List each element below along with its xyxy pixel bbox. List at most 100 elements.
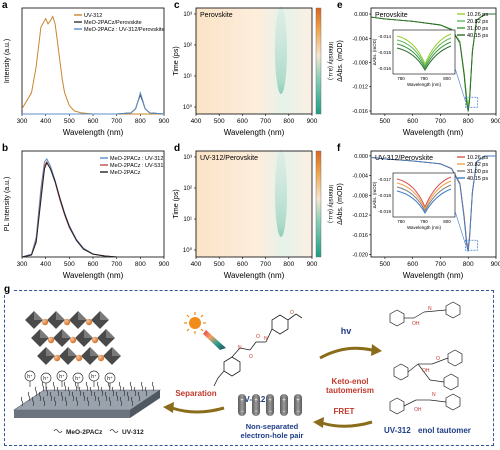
sam-molecule bbox=[75, 396, 79, 407]
a-site-cation bbox=[85, 318, 93, 326]
separation-label: Separation bbox=[175, 389, 216, 398]
a-site-cation bbox=[47, 336, 55, 344]
panel-g-frame bbox=[4, 290, 494, 446]
x-tick-label: 800 bbox=[463, 261, 474, 268]
y-tick-label: 10² bbox=[183, 186, 192, 192]
colorbar-c-label: Intensity (a.u.) bbox=[327, 42, 333, 80]
heatmap-d-band bbox=[275, 149, 287, 237]
exciton-pill bbox=[252, 394, 260, 416]
pill-plus: + bbox=[240, 398, 244, 404]
x-tick-label: 600 bbox=[237, 261, 248, 268]
chart-a-xlabel: Wavelength (nm) bbox=[63, 128, 124, 137]
legend-label-0: 10.26 ps bbox=[467, 12, 488, 18]
legend-meo-label: MeO-2PACz bbox=[66, 429, 103, 436]
legend-label-1: MeO-2PACz/Perovskite bbox=[84, 20, 142, 26]
enol-n-1: N bbox=[428, 306, 432, 312]
sam-molecule bbox=[38, 391, 42, 402]
heatmap-d-title: UV-312/Perovskite bbox=[200, 155, 258, 162]
x-tick-label: 800 bbox=[283, 118, 294, 125]
chart-a: 300 400 500 600 700 800 900 UV-312MeO-2PACz/Pe… bbox=[4, 7, 170, 137]
x-tick-label: 600 bbox=[407, 118, 418, 125]
enol-oh-3: OH bbox=[414, 407, 422, 413]
sam-molecule bbox=[49, 391, 53, 402]
series-line-2 bbox=[22, 91, 165, 115]
heatmap-c-xlabel: Wavelength (nm) bbox=[224, 128, 285, 137]
pill-minus: − bbox=[240, 409, 244, 415]
sam-molecule bbox=[108, 396, 112, 407]
x-tick-label: 500 bbox=[64, 118, 75, 125]
legend-label-1: 20.82 ps bbox=[467, 19, 488, 25]
x-tick-label: 400 bbox=[191, 261, 202, 268]
sam-molecule bbox=[151, 381, 155, 392]
perovskite-lattice bbox=[24, 310, 122, 366]
y-tick-label: 0.000 bbox=[354, 12, 368, 18]
colorbar-d bbox=[315, 150, 322, 258]
inset-series-3 bbox=[396, 45, 452, 72]
x-tick-label: 900 bbox=[307, 261, 318, 268]
x-tick-label: 700 bbox=[435, 261, 446, 268]
panel-f: f 0.000 -0.004 -0.008 -0.012 -0.016 -0.020 50… bbox=[335, 143, 500, 283]
legend-label-2: MeO-2PACz : UV-312/Perovskite bbox=[84, 27, 165, 33]
inset-y-tick-label: -0.016 bbox=[378, 66, 391, 71]
chart-b-xlabel: Wavelength (nm) bbox=[63, 271, 124, 280]
octahedron-face bbox=[46, 347, 55, 356]
sam-molecule bbox=[140, 381, 144, 392]
chart-b: 300 400 500 600 700 800 900 MeO-2PACz : UV-312… bbox=[4, 150, 170, 280]
inset-x-tick-label: 780 bbox=[397, 219, 405, 224]
pill-minus: − bbox=[268, 409, 272, 415]
panel-label-e: e bbox=[337, 0, 343, 11]
sam-molecule bbox=[67, 386, 71, 397]
inset-series-1 bbox=[396, 37, 452, 68]
inset-x-tick-label: 800 bbox=[443, 76, 451, 81]
chart-a-ylabel: Intensity (a.u.) bbox=[4, 39, 11, 83]
y-tick-label: -0.016 bbox=[352, 233, 368, 239]
tautomer-rest-label: enol tautomer bbox=[418, 426, 471, 435]
legend-label-1: MeO-2PACz : UV-531 bbox=[110, 163, 163, 169]
pill-minus: − bbox=[282, 409, 286, 415]
uv312-n1: N bbox=[238, 345, 242, 351]
octahedron-face bbox=[90, 347, 99, 356]
x-tick-label: 700 bbox=[260, 118, 271, 125]
y-tick-label: 10³ bbox=[183, 12, 192, 18]
panel-a: a 300 400 500 600 700 800 900 UV-312 MeO-2PACz/… bbox=[0, 0, 170, 140]
inset-pointer bbox=[454, 210, 466, 245]
uv312-n2: N bbox=[264, 336, 268, 342]
sam-molecule bbox=[133, 386, 137, 397]
series-line-2 bbox=[21, 161, 117, 258]
inset-y-tick-label: -0.015 bbox=[378, 50, 391, 55]
enol-oh-1: OH bbox=[412, 321, 420, 327]
hv-arrow bbox=[319, 346, 373, 360]
sam-molecule bbox=[119, 396, 123, 407]
sam-molecule bbox=[45, 386, 49, 397]
sam-molecule bbox=[104, 391, 108, 402]
octahedron-face bbox=[106, 329, 115, 338]
inset-y-tick-label: -0.018 bbox=[378, 193, 391, 198]
x-tick-label: 500 bbox=[214, 261, 225, 268]
x-tick-label: 700 bbox=[111, 261, 122, 268]
a-site-cation bbox=[63, 318, 71, 326]
heatmap-d-area bbox=[196, 151, 312, 257]
x-tick-label: 600 bbox=[88, 261, 99, 268]
x-tick-label: 800 bbox=[463, 118, 474, 125]
heatmap-c-band bbox=[275, 6, 287, 94]
inset-x-tick-label: 790 bbox=[420, 76, 428, 81]
sam-molecule bbox=[118, 381, 122, 392]
inset-y-tick-label: -0.019 bbox=[378, 209, 391, 214]
x-tick-label: 300 bbox=[17, 118, 28, 125]
exciton-pill bbox=[294, 394, 302, 416]
sam-layer bbox=[20, 381, 155, 407]
x-tick-label: 700 bbox=[435, 118, 446, 125]
x-tick-label: 400 bbox=[40, 261, 51, 268]
sam-molecule bbox=[27, 391, 31, 402]
hole-label: h⁺ bbox=[107, 376, 113, 382]
octahedron-face bbox=[100, 311, 109, 320]
x-tick-label: 600 bbox=[407, 261, 418, 268]
x-tick-label: 900 bbox=[491, 118, 500, 125]
y-tick-label: -0.004 bbox=[352, 36, 368, 42]
inset-x-tick-label: 800 bbox=[443, 219, 451, 224]
legend-label-3: 40.15 ps bbox=[467, 33, 488, 39]
sam-molecule bbox=[31, 396, 35, 407]
octahedron-face bbox=[78, 311, 87, 320]
panel-label-b: b bbox=[2, 143, 9, 154]
legend-label-0: 10.26 ps bbox=[467, 155, 488, 161]
